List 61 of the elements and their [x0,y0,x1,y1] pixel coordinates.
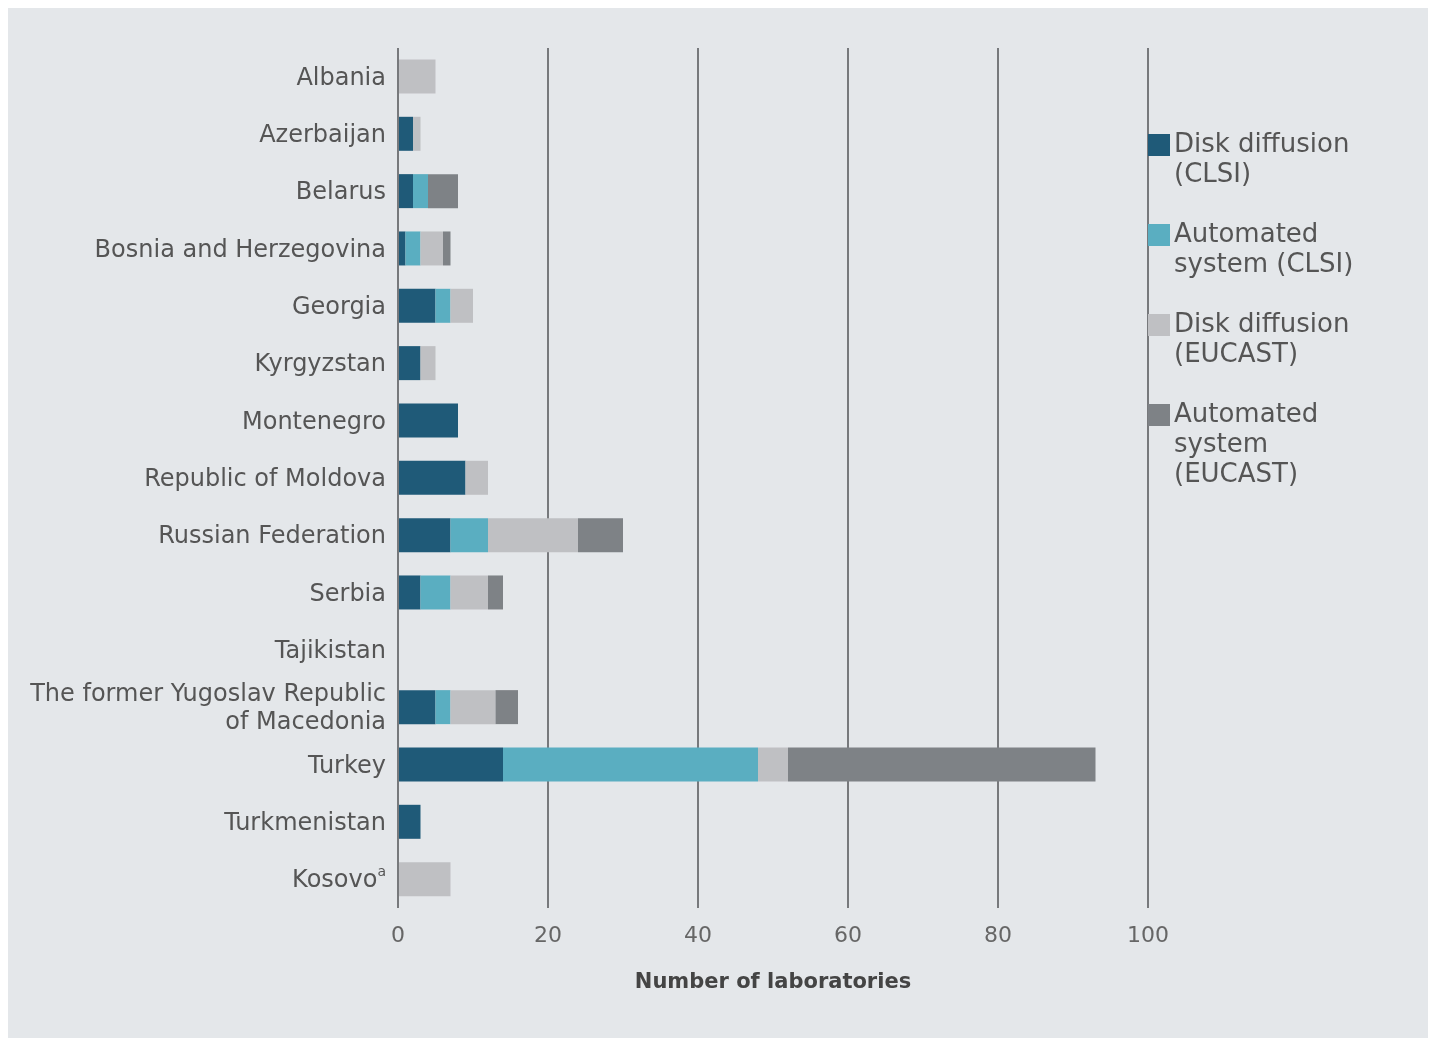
bar [398,804,421,839]
bar [495,690,518,725]
bar [398,59,436,94]
y-tick-label: Kyrgyzstan [254,349,386,378]
bar [450,690,496,725]
bar [450,518,488,553]
bar [488,518,578,553]
x-tick-label: 80 [984,921,1012,947]
y-tick-label: Republic of Moldova [144,464,386,492]
y-tick-label: Bosnia and Herzegovina [94,234,386,263]
y-tick-label: Belarus [295,177,386,206]
y-tick-label: Georgia [291,292,386,320]
legend-label: Automated system (CLSI) [1174,218,1355,278]
bar [398,460,466,495]
bar [503,747,758,782]
y-tick-label: Azerbaijan [259,120,386,148]
bar [398,575,421,610]
bar [443,231,451,266]
bar [758,747,788,782]
legend-label: Disk diffusion (EUCAST) [1174,308,1351,368]
bar [398,690,436,725]
bar [398,403,458,438]
bar [428,174,458,209]
x-tick-label: 40 [684,921,712,947]
bar [398,747,503,782]
bar [413,174,428,209]
bar [398,231,406,266]
y-tick-label: The former Yugoslav Republic of Macedonia [29,679,386,736]
bar [398,346,421,381]
bar [398,174,413,209]
y-tick-label: Turkmenistan [223,808,386,836]
x-tick-label: 0 [391,921,405,947]
bar [488,575,503,610]
y-tick-label: Albania [296,62,386,91]
x-tick-label: 20 [534,921,562,947]
x-tick-label: 100 [1127,921,1169,947]
bar [450,288,473,323]
bar [420,575,451,610]
x-tick-label: 60 [834,921,862,947]
y-tick-label: Kosovo$^{a}$ [292,863,386,894]
bar [398,116,413,151]
y-tick-label: Tajikistan [273,636,386,664]
bar [450,575,488,610]
x-axis-title: Number of laboratories [634,969,912,993]
legend-label: Disk diffusion (CLSI) [1174,128,1351,188]
y-tick-label: Turkey [306,750,386,779]
bar [413,116,421,151]
legend-label: Automated system (EUCAST) [1174,398,1320,488]
bar [578,518,623,553]
y-tick-label: Russian Federation [158,521,386,550]
bar [398,288,436,323]
bar [398,862,451,897]
y-tick-label: Serbia [309,578,386,607]
bar [435,690,451,725]
y-tick-label: Montenegro [241,406,386,435]
bar [398,518,451,553]
bar [435,288,451,323]
bar [465,460,488,495]
bar [420,346,436,381]
bar [420,231,443,266]
bar [405,231,421,266]
